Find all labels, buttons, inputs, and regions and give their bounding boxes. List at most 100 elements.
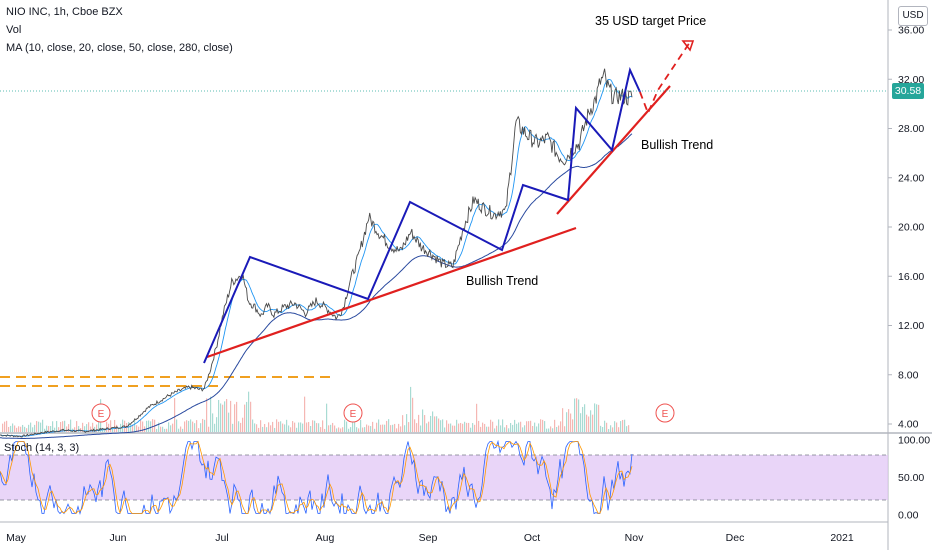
bullish-trend-lower-annotation[interactable]: Bullish Trend [466, 274, 539, 288]
volume-bar [266, 427, 268, 432]
ma-legend[interactable]: MA (10, close, 20, close, 50, close, 280… [6, 42, 233, 54]
volume-bar [180, 426, 182, 432]
volume-bar [74, 427, 76, 432]
volume-bar [168, 422, 170, 432]
volume-bar [616, 422, 618, 432]
volume-bar [384, 424, 386, 432]
volume-bar [398, 423, 400, 432]
vol-legend[interactable]: Vol [6, 24, 22, 36]
earnings-marker-label: E [662, 409, 669, 420]
time-tick-label: May [6, 532, 27, 544]
volume-bar [572, 419, 574, 432]
volume-bar [16, 427, 18, 432]
volume-bar [444, 427, 446, 432]
volume-bar [528, 421, 530, 432]
price-tick-label: 16.00 [898, 271, 924, 283]
volume-bar [324, 428, 326, 432]
volume-bar [90, 426, 92, 432]
volume-bar [2, 423, 4, 432]
volume-bar [602, 427, 604, 432]
volume-bar [474, 424, 476, 432]
volume-bar [52, 421, 54, 432]
bullish-trend-line-lower [206, 226, 577, 359]
price-tick-label: 4.00 [898, 419, 919, 431]
volume-bar [456, 419, 458, 432]
volume-bar [298, 422, 300, 432]
stochastic [0, 439, 888, 515]
volume-bar [580, 413, 582, 432]
volume-bar [534, 422, 536, 432]
volume-bar [238, 421, 240, 432]
stoch-legend[interactable]: Stoch (14, 3, 3) [4, 442, 80, 454]
volume-bar [160, 426, 162, 432]
last-price-tag: 30.58 [892, 83, 924, 99]
volume-bar [296, 427, 298, 432]
currency-button[interactable]: USD [898, 6, 928, 26]
volume-bar [38, 421, 40, 432]
volume-bar [386, 420, 388, 432]
volume-bar [188, 420, 190, 432]
volume-bar [164, 428, 166, 432]
volume-bar [628, 425, 630, 432]
volume-bar [614, 421, 616, 432]
price-pane[interactable] [0, 0, 888, 432]
time-tick-label: Nov [625, 532, 644, 544]
volume-bar [292, 421, 294, 432]
volume-bar [532, 425, 534, 432]
volume-bar [162, 426, 164, 432]
volume-bar [554, 419, 556, 432]
time-tick-label: Aug [316, 532, 335, 544]
target-price-annotation[interactable]: 35 USD target Price [595, 14, 707, 28]
volume-bar [278, 421, 280, 432]
volume-bar [498, 419, 500, 432]
volume-bar [170, 425, 172, 432]
volume-bar [620, 421, 622, 432]
volume-bar [336, 428, 338, 432]
earnings-marker [655, 403, 675, 423]
volume-bar [558, 425, 560, 432]
volume-bar [420, 425, 422, 432]
price-line [0, 68, 633, 438]
volume-bar [390, 425, 392, 432]
volume-bar [506, 425, 508, 432]
volume-bar [364, 427, 366, 432]
volume-bar [248, 391, 250, 432]
volume-bar [380, 424, 382, 432]
volume-bar [514, 419, 516, 432]
volume-bar [110, 420, 112, 432]
volume-bar [482, 422, 484, 432]
volume-bar [352, 422, 354, 432]
volume-bar [6, 420, 8, 432]
volume-bar [158, 422, 160, 432]
volume-bar [150, 421, 152, 432]
volume-bar [106, 421, 108, 432]
volume-bar [88, 422, 90, 432]
target-arrowhead [681, 40, 695, 52]
volume-bar [366, 424, 368, 432]
time-tick-label: Dec [726, 532, 745, 544]
volume-bar [432, 411, 434, 432]
volume-bar [284, 424, 286, 432]
price-tick-label: 32.00 [898, 74, 924, 86]
volume-bar [58, 427, 60, 432]
volume-bar [442, 419, 444, 432]
volume-bar [330, 424, 332, 432]
volume-bar [272, 421, 274, 432]
bullish-trend-upper-annotation[interactable]: Bullish Trend [641, 138, 714, 152]
drawings [203, 40, 695, 364]
volume-bar [374, 428, 376, 432]
volume-bar [424, 415, 426, 432]
volume-bar [468, 422, 470, 432]
volume-bar [94, 426, 96, 432]
volume-bar [202, 418, 204, 432]
volume-bar [438, 418, 440, 432]
volume-bar [184, 421, 186, 432]
symbol-legend[interactable]: NIO INC, 1h, Cboe BZX [6, 6, 123, 18]
volume-bar [504, 427, 506, 432]
volume-bar [600, 425, 602, 432]
volume-bar [462, 423, 464, 432]
volume-bar [604, 420, 606, 432]
price-tick-label: 20.00 [898, 222, 924, 234]
volume-bar [258, 427, 260, 432]
